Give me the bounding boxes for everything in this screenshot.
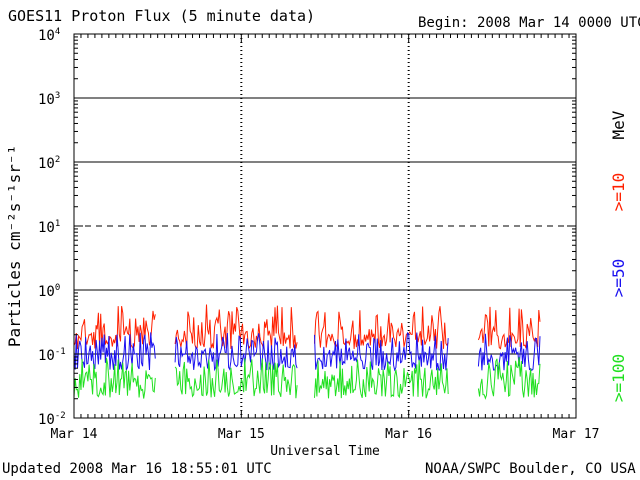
footer-updated: Updated 2008 Mar 16 18:55:01 UTC [2,461,272,477]
x-tick-label: Mar 15 [218,427,265,442]
series-layer [73,304,541,400]
footer-source: NOAA/SWPC Boulder, CO USA [425,461,636,477]
y-tick-label: 103 [38,91,60,108]
y-tick-label: 100 [38,283,60,300]
x-tick-label: Mar 16 [385,427,432,442]
chart-title: GOES11 Proton Flux (5 minute data) [8,7,316,25]
series-trace-ge10 [477,306,541,350]
legend-ge10: >=10 [609,173,628,212]
unit-label: MeV [609,110,628,139]
grid-layer [74,34,576,418]
y-tick-label: 102 [38,155,60,172]
series-trace-ge100 [174,358,298,399]
y-tick-label: 104 [38,27,60,44]
y-tick-label: 10-1 [38,347,66,364]
label-layer: 10-2 10-1 100 101 102 103 104 Mar 14 Mar 15 Mar 1… [5,27,628,459]
begin-time: Begin: 2008 Mar 14 0000 UTC [418,15,640,31]
axis-layer [73,33,577,419]
legend-ge50: >=50 [609,259,628,298]
series-trace-ge50 [174,332,298,372]
series-trace-ge10 [73,306,156,350]
series-trace-ge100 [477,357,541,400]
series-trace-ge50 [73,332,156,371]
y-tick-label: 10-2 [38,411,66,428]
series-trace-ge50 [314,331,449,372]
y-axis-label: Particles cm⁻²s⁻¹sr⁻¹ [5,145,24,347]
series-trace-ge50 [477,333,541,372]
series-trace-ge10 [174,304,298,350]
x-tick-label: Mar 14 [51,427,98,442]
y-tick-label: 101 [38,219,60,236]
series-trace-ge100 [73,358,156,399]
series-trace-ge10 [314,306,449,349]
legend-ge100: >=100 [609,354,628,402]
x-axis-label: Universal Time [270,444,380,459]
x-tick-label: Mar 17 [553,427,600,442]
series-trace-ge100 [314,359,449,399]
